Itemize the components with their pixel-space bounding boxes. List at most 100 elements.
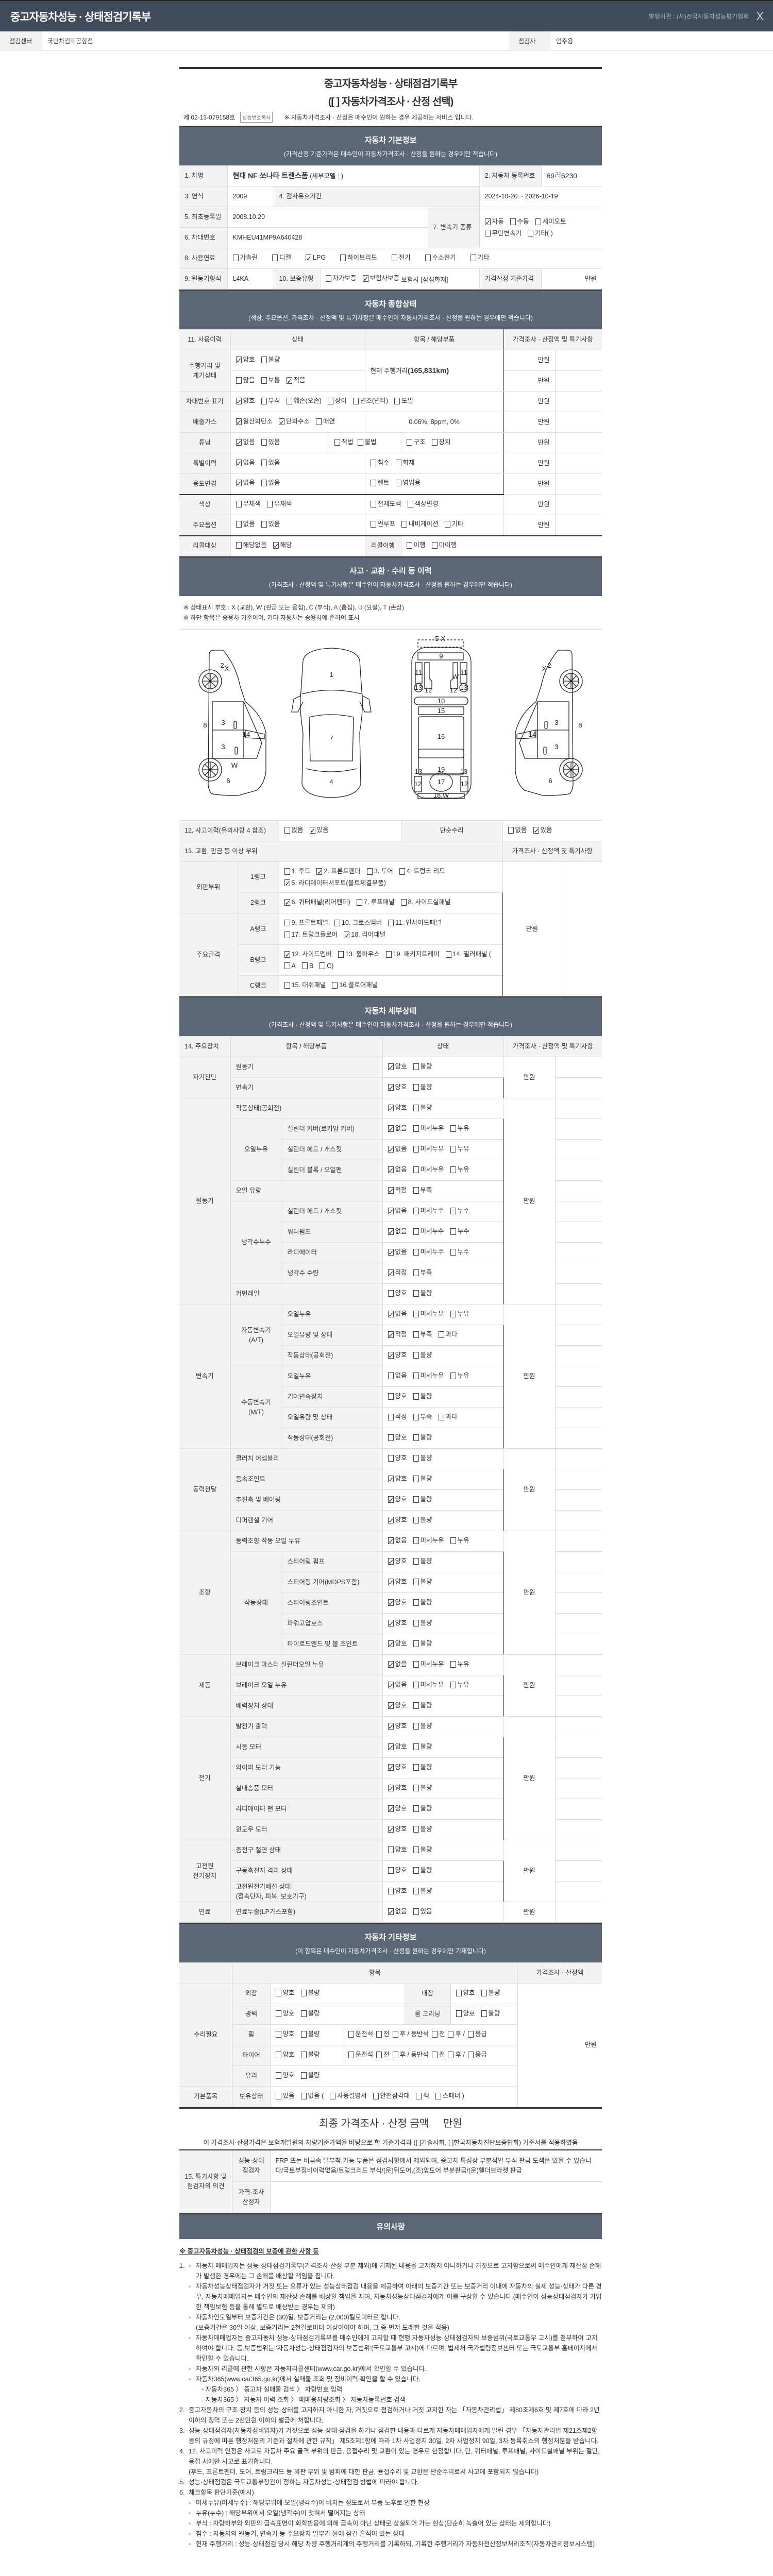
checkbox-option[interactable]: 불량 xyxy=(300,2009,320,2019)
checkbox-icon[interactable] xyxy=(370,521,376,528)
checkbox-option[interactable]: 세미오토 xyxy=(535,217,566,227)
checkbox-option[interactable]: 양호 xyxy=(388,1598,407,1608)
checkbox-option[interactable]: 18. 리어패널 xyxy=(344,930,385,940)
checkbox-option[interactable]: 미세누유 xyxy=(413,1309,444,1319)
checkbox-option[interactable]: 없음 xyxy=(508,825,527,835)
checkbox-icon[interactable] xyxy=(413,1557,419,1565)
checkbox-icon[interactable] xyxy=(467,2051,474,2058)
checkbox-option[interactable]: 불량 xyxy=(413,1866,432,1875)
checked-box-icon[interactable] xyxy=(388,1557,394,1567)
checkbox-icon[interactable] xyxy=(413,1393,419,1400)
checkbox-option[interactable]: 양호 xyxy=(456,2009,475,2019)
checkbox-icon[interactable] xyxy=(284,920,290,927)
checkbox-option[interactable]: 10. 크로스멤버 xyxy=(334,918,382,928)
checkbox-option[interactable]: 썬루프 xyxy=(370,519,395,529)
checkbox-icon[interactable] xyxy=(413,1640,419,1647)
checkbox-option[interactable]: 미세누수 xyxy=(413,1247,444,1257)
checkbox-icon[interactable] xyxy=(413,1413,419,1420)
checkbox-icon[interactable] xyxy=(413,1331,419,1338)
checked-box-icon[interactable] xyxy=(236,438,242,448)
checkbox-option[interactable]: 전기 xyxy=(391,253,411,263)
checkbox-option[interactable]: 양호 xyxy=(388,1721,407,1732)
checkbox-option[interactable]: 19. 패키지트레이 xyxy=(385,950,440,959)
checkbox-icon[interactable] xyxy=(320,962,326,970)
checkbox-option[interactable]: 후 / xyxy=(448,2050,465,2060)
checkbox-icon[interactable] xyxy=(431,438,438,446)
checkbox-option[interactable]: 양호 xyxy=(275,2050,295,2060)
checkbox-option[interactable]: 양호 xyxy=(388,1639,407,1649)
checkbox-icon[interactable] xyxy=(388,1434,394,1441)
checked-box-icon[interactable] xyxy=(388,1639,394,1649)
checkbox-option[interactable]: 사용설명서 xyxy=(330,2091,367,2101)
checkbox-icon[interactable] xyxy=(373,2092,379,2099)
checked-box-icon[interactable] xyxy=(316,867,323,877)
checkbox-option[interactable]: 없음 ( xyxy=(300,2091,324,2101)
checkbox-option[interactable]: 양호 xyxy=(388,1783,407,1793)
checkbox-icon[interactable] xyxy=(261,377,267,384)
checkbox-option[interactable]: 양호 xyxy=(388,1433,407,1443)
checkbox-option[interactable]: 양호 xyxy=(275,1988,295,1998)
checkbox-option[interactable]: 없음 xyxy=(388,1536,407,1546)
checkbox-icon[interactable] xyxy=(413,1248,419,1256)
checkbox-option[interactable]: 화재 xyxy=(395,458,415,468)
checkbox-icon[interactable] xyxy=(413,1166,419,1173)
checkbox-icon[interactable] xyxy=(300,2051,307,2058)
checkbox-icon[interactable] xyxy=(445,951,451,958)
checkbox-icon[interactable] xyxy=(413,1743,419,1750)
checkbox-icon[interactable] xyxy=(413,1784,419,1791)
checkbox-icon[interactable] xyxy=(413,1207,419,1214)
checkbox-icon[interactable] xyxy=(484,230,491,237)
checkbox-option[interactable]: 양호 xyxy=(456,1988,475,1998)
checkbox-icon[interactable] xyxy=(370,480,376,487)
checkbox-option[interactable]: 있음 xyxy=(533,825,552,836)
checkbox-option[interactable]: 미세누유 xyxy=(413,1144,444,1154)
checkbox-icon[interactable] xyxy=(388,1454,394,1462)
checkbox-option[interactable]: 있음 xyxy=(261,458,280,468)
checked-box-icon[interactable] xyxy=(388,1310,394,1319)
checkbox-option[interactable]: 4. 트렁크 리드 xyxy=(399,867,445,876)
checkbox-option[interactable]: 부족 xyxy=(413,1185,432,1195)
checkbox-icon[interactable] xyxy=(284,826,290,834)
checked-box-icon[interactable] xyxy=(309,826,315,836)
checkbox-icon[interactable] xyxy=(300,2092,307,2099)
checked-box-icon[interactable] xyxy=(279,417,285,427)
checkbox-option[interactable]: 불량 xyxy=(413,1721,432,1731)
checkbox-option[interactable]: 있음 xyxy=(413,1907,432,1917)
checked-box-icon[interactable] xyxy=(388,1722,394,1732)
checkbox-option[interactable]: 해당없음 xyxy=(236,540,267,550)
checkbox-icon[interactable] xyxy=(334,438,340,446)
checkbox-icon[interactable] xyxy=(261,397,267,404)
checkbox-option[interactable]: 적법 xyxy=(334,437,354,447)
checked-box-icon[interactable] xyxy=(388,1351,394,1361)
checkbox-option[interactable]: 양호 xyxy=(388,1474,407,1484)
checkbox-icon[interactable] xyxy=(413,1351,419,1359)
checkbox-icon[interactable] xyxy=(413,1599,419,1606)
checkbox-option[interactable]: 불량 xyxy=(261,355,280,365)
checked-box-icon[interactable] xyxy=(284,898,290,908)
checkbox-option[interactable]: 누유 xyxy=(450,1371,469,1381)
checked-box-icon[interactable] xyxy=(388,1207,394,1216)
checkbox-icon[interactable] xyxy=(275,2072,281,2079)
checkbox-icon[interactable] xyxy=(300,2030,307,2038)
checked-box-icon[interactable] xyxy=(533,826,539,836)
checkbox-option[interactable]: 색상변경 xyxy=(407,499,439,509)
checkbox-option[interactable]: 14. 필러패널 ( xyxy=(445,950,491,959)
checked-box-icon[interactable] xyxy=(306,253,312,263)
checked-box-icon[interactable] xyxy=(388,1124,394,1134)
checkbox-option[interactable]: 누유 xyxy=(450,1309,469,1319)
checkbox-icon[interactable] xyxy=(431,2030,438,2038)
checkbox-option[interactable]: 자동 xyxy=(484,217,504,227)
checkbox-option[interactable]: 이행 xyxy=(406,540,426,550)
checkbox-icon[interactable] xyxy=(330,2092,336,2099)
checkbox-option[interactable]: 적정 xyxy=(388,1268,407,1278)
checkbox-icon[interactable] xyxy=(366,868,373,875)
checkbox-icon[interactable] xyxy=(236,500,242,507)
checkbox-icon[interactable] xyxy=(535,218,541,225)
checkbox-icon[interactable] xyxy=(261,480,267,487)
checkbox-option[interactable]: 미세누수 xyxy=(413,1227,444,1236)
checkbox-icon[interactable] xyxy=(357,438,363,446)
checkbox-icon[interactable] xyxy=(413,1475,419,1482)
checkbox-option[interactable]: 미세누유 xyxy=(413,1124,444,1133)
checkbox-icon[interactable] xyxy=(407,500,413,507)
checkbox-icon[interactable] xyxy=(470,254,476,261)
